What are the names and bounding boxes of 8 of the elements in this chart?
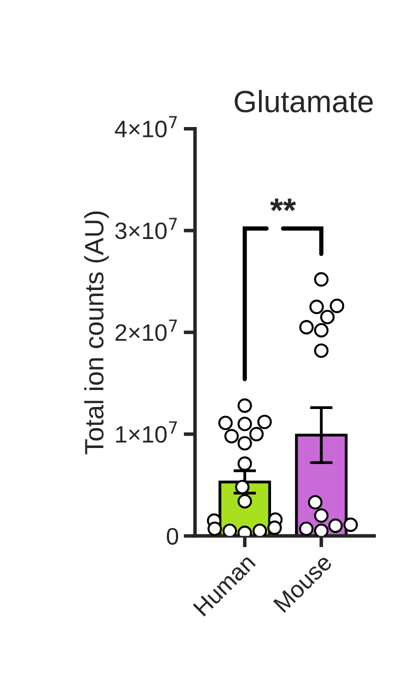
y-tick-label: 4×10$^{7}$ — [114, 116, 177, 138]
y-tick-label: 1×10$^{7}$ — [116, 421, 177, 443]
y-axis-title: Total ion counts (AU) — [84, 212, 109, 454]
y-tick-label: 2×10$^{7}$ — [116, 320, 177, 341]
annotation: ** — [270, 198, 296, 212]
y-tick-label: 0 — [166, 528, 178, 545]
chart-title: Glutamate — [234, 90, 373, 112]
y-tick-label: 3×10$^{7}$ — [115, 218, 177, 240]
